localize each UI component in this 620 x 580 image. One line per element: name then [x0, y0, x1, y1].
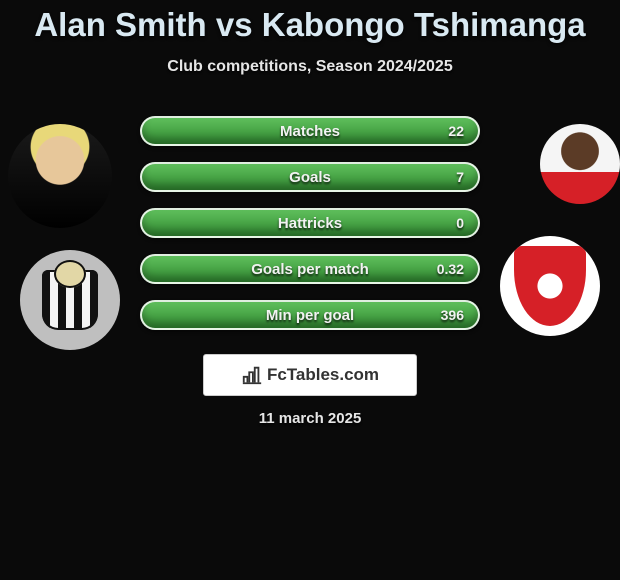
notts-county-badge [20, 250, 120, 350]
stat-bar-min-per-goal: Min per goal 396 [140, 300, 480, 330]
stat-value: 396 [441, 307, 464, 323]
stat-value: 7 [456, 169, 464, 185]
stat-bar-goals-per-match: Goals per match 0.32 [140, 254, 480, 284]
stat-label: Goals per match [251, 261, 369, 278]
player1-avatar-image [8, 124, 112, 228]
stat-label: Goals [289, 169, 331, 186]
brand-box[interactable]: FcTables.com [203, 354, 417, 396]
stat-label: Hattricks [278, 215, 342, 232]
stat-value: 22 [448, 123, 464, 139]
stat-label: Min per goal [266, 307, 354, 324]
player2-avatar [540, 124, 620, 204]
swindon-town-badge [500, 236, 600, 336]
stats-bars: Matches 22 Goals 7 Hattricks 0 Goals per… [140, 116, 480, 346]
brand-text: FcTables.com [267, 365, 379, 385]
player2-avatar-image [540, 124, 620, 204]
player1-club-badge [20, 250, 120, 350]
comparison-title: Alan Smith vs Kabongo Tshimanga [0, 0, 620, 44]
player1-avatar [8, 124, 112, 228]
stat-value: 0.32 [437, 261, 464, 277]
chart-icon [241, 364, 263, 386]
stat-label: Matches [280, 123, 340, 140]
stat-bar-matches: Matches 22 [140, 116, 480, 146]
stat-bar-goals: Goals 7 [140, 162, 480, 192]
comparison-subtitle: Club competitions, Season 2024/2025 [0, 58, 620, 76]
comparison-date: 11 march 2025 [0, 410, 620, 427]
stat-bar-hattricks: Hattricks 0 [140, 208, 480, 238]
player2-club-badge [500, 236, 600, 336]
stat-value: 0 [456, 215, 464, 231]
